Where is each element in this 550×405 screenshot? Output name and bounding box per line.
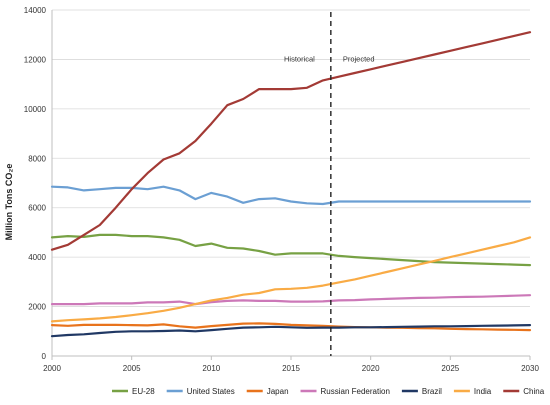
projected-label: Projected: [343, 54, 375, 63]
series-line-united-states: [50, 185, 532, 206]
series-lines: [50, 31, 532, 338]
series-line-eu-28: [50, 233, 532, 267]
y-tick-label: 12000: [24, 55, 47, 64]
x-tick-label: 2005: [123, 364, 141, 373]
series-line-india: [50, 236, 532, 323]
series-line-china: [50, 31, 532, 251]
x-tick-label: 2010: [202, 364, 220, 373]
legend-label-eu-28: EU-28: [132, 387, 155, 396]
series-line-brazil: [50, 324, 532, 338]
y-tick-label: 0: [42, 352, 47, 361]
legend-label-brazil: Brazil: [422, 387, 442, 396]
tick-labels: 0 2000 4000 6000 8000 10000 12000 14000 2000 2005…: [24, 6, 540, 373]
y-tick-label: 8000: [28, 154, 46, 163]
legend-label-japan: Japan: [267, 387, 289, 396]
y-tick-label: 10000: [24, 105, 47, 114]
x-tick-label: 2025: [441, 364, 459, 373]
legend-label-russian-federation: Russian Federation: [321, 387, 390, 396]
x-tick-label: 2020: [362, 364, 380, 373]
legend-label-china: China: [523, 387, 544, 396]
axes: [51, 10, 531, 360]
y-tick-label: 4000: [28, 253, 46, 262]
series-line-russian-federation: [50, 294, 532, 306]
x-tick-label: 2015: [282, 364, 300, 373]
y-axis-title: Million Tons CO₂e: [4, 164, 14, 241]
legend-label-india: India: [474, 387, 492, 396]
y-tick-label: 2000: [28, 303, 46, 312]
series-line-japan: [50, 322, 532, 332]
y-tick-label: 6000: [28, 204, 46, 213]
x-tick-label: 2030: [521, 364, 539, 373]
legend-label-united-states: United States: [187, 387, 235, 396]
historical-label: Historical: [284, 54, 315, 63]
x-tick-label: 2000: [43, 364, 61, 373]
y-tick-label: 14000: [24, 6, 47, 15]
gridlines: [52, 9, 530, 357]
legend: EU-28 United States Japan Russian Federatio…: [112, 387, 545, 396]
historical-projected-divider: Historical Projected: [284, 12, 375, 356]
